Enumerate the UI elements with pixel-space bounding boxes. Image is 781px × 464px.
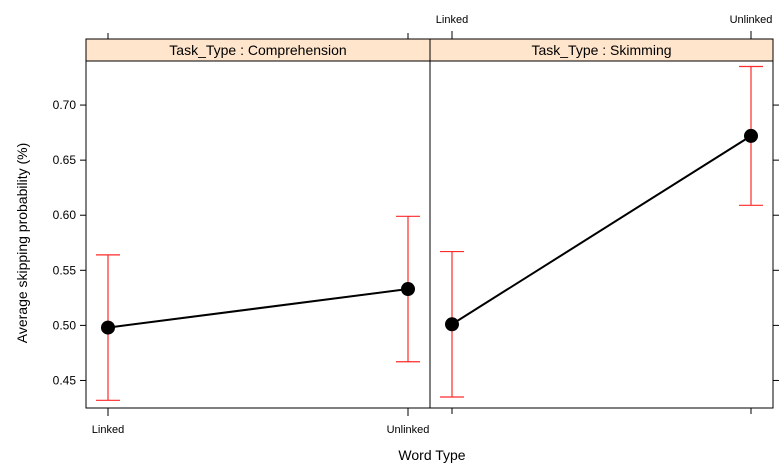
x-axis-label: Word Type (398, 447, 465, 463)
data-point (744, 128, 758, 143)
panel-frame (429, 60, 774, 409)
y-tick-label: 0.70 (53, 98, 77, 112)
x-tick-label: Linked (92, 424, 124, 436)
x-tick-label: Unlinked (387, 424, 430, 436)
y-tick-label: 0.65 (53, 153, 77, 167)
y-tick-label: 0.50 (53, 318, 77, 332)
panel-strip-label: Task_Type : Skimming (531, 42, 671, 58)
data-point (445, 317, 459, 332)
data-point (401, 282, 415, 297)
y-tick-label: 0.60 (53, 208, 77, 222)
x-tick-label: Linked (436, 14, 468, 26)
series-line (451, 135, 752, 326)
x-tick-label: Unlinked (730, 14, 773, 26)
data-point (101, 320, 115, 335)
panel-frame (85, 60, 431, 409)
series-line (107, 288, 409, 329)
y-axis-label: Average skipping probability (%) (14, 143, 30, 344)
panel-strip-label: Task_Type : Comprehension (169, 42, 346, 58)
y-tick-label: 0.45 (53, 373, 77, 387)
y-tick-label: 0.55 (53, 263, 77, 277)
